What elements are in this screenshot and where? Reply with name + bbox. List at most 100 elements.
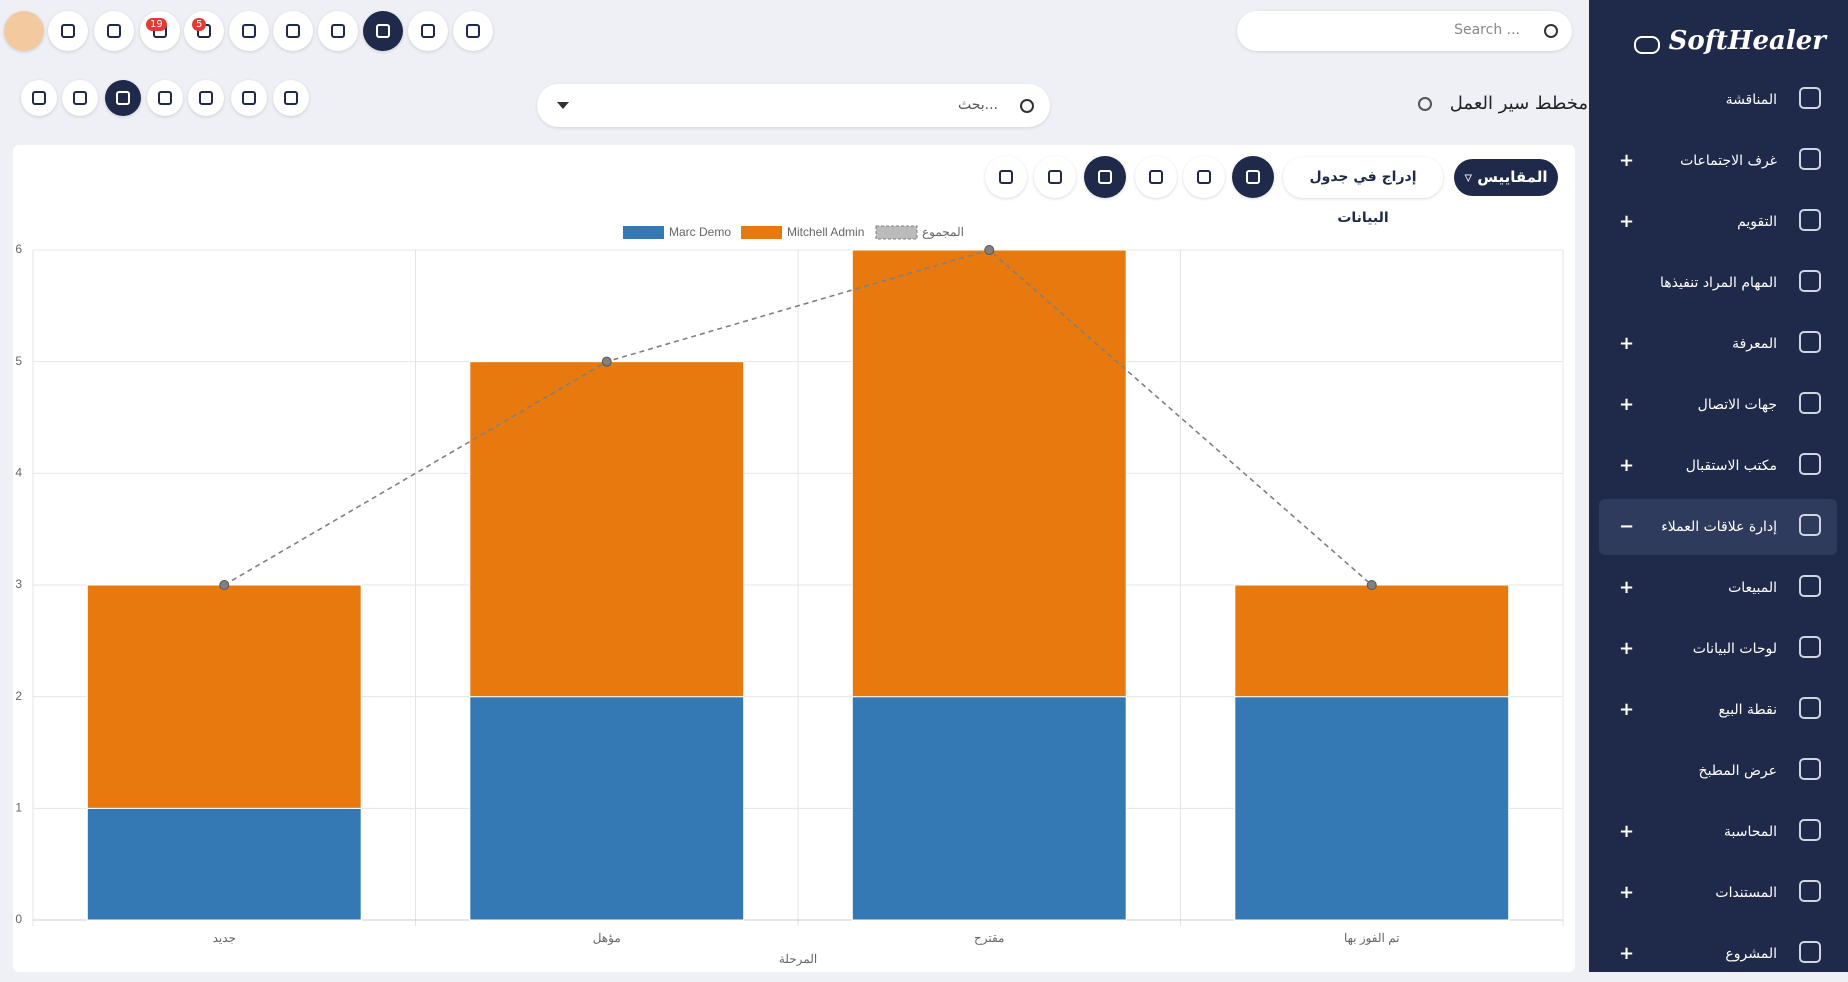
expand-icon: + (1619, 211, 1635, 232)
legend-swatch (875, 225, 918, 240)
measures-button[interactable]: المقاييس ▿ (1454, 159, 1558, 196)
systray-icon[interactable] (318, 11, 358, 51)
view-button[interactable] (21, 80, 57, 116)
legend-label: Marc Demo (669, 225, 731, 239)
menu-item[interactable]: المستندات + (1599, 865, 1837, 921)
chart-tool-button[interactable] (1034, 156, 1076, 198)
chart-tool-button[interactable] (1183, 156, 1225, 198)
menu-item[interactable]: المهام المراد تنفيذها (1599, 255, 1837, 311)
legend-label: Mitchell Admin (787, 225, 864, 239)
menu-item[interactable]: المبيعات + (1599, 560, 1837, 616)
legend-swatch (623, 226, 664, 239)
menu-icon (1799, 575, 1821, 597)
systray-icon[interactable] (184, 11, 224, 51)
menu-label: مكتب الاستقبال (1685, 458, 1777, 474)
menu-icon (1799, 331, 1821, 353)
avatar[interactable] (4, 11, 44, 51)
icon-glyph (376, 24, 390, 38)
x-tick-label: تم الفوز بها (1344, 931, 1400, 945)
x-tick-label: جديد (213, 931, 236, 945)
x-tick-label: مقترح (974, 931, 1005, 945)
systray-icon[interactable] (48, 11, 88, 51)
icon-glyph (1048, 170, 1062, 184)
menu-item[interactable]: غرف الاجتماعات + (1599, 133, 1837, 189)
menu-label: المعرفة (1732, 336, 1777, 352)
menu-label: عرض المطبخ (1698, 763, 1777, 779)
y-tick-label: 0 (15, 912, 22, 926)
menu-item[interactable]: إدارة علاقات العملاء − (1599, 499, 1837, 555)
bar (86, 807, 362, 921)
menu-label: إدارة علاقات العملاء (1661, 519, 1777, 535)
menu-label: لوحات البيانات (1692, 641, 1777, 657)
menu-label: غرف الاجتماعات (1680, 153, 1777, 169)
bar (851, 696, 1127, 921)
chart-tool-button[interactable] (1232, 156, 1274, 198)
icon-glyph (199, 91, 213, 105)
menu-item[interactable]: جهات الاتصال + (1599, 377, 1837, 433)
global-search[interactable]: Search ... (1237, 11, 1572, 51)
icon-glyph (331, 24, 345, 38)
menu-item[interactable]: عرض المطبخ (1599, 743, 1837, 799)
expand-icon: + (1619, 577, 1635, 598)
menu-label: المشروع (1725, 946, 1777, 962)
menu-item[interactable]: نقطة البيع + (1599, 682, 1837, 738)
chart-tool-button[interactable] (1084, 156, 1126, 198)
notification-badge: 19 (146, 18, 167, 31)
view-button[interactable] (188, 80, 224, 116)
view-button[interactable] (105, 80, 141, 116)
x-tick-label: مؤهل (593, 931, 621, 945)
settings-icon[interactable] (1418, 97, 1432, 111)
total-line (223, 249, 1373, 586)
menu-item[interactable]: مكتب الاستقبال + (1599, 438, 1837, 494)
menu-icon (1799, 392, 1821, 414)
view-button[interactable] (147, 80, 183, 116)
systray-icon[interactable] (363, 11, 403, 51)
bar (851, 249, 1127, 698)
view-button[interactable] (62, 80, 98, 116)
icon-glyph (286, 24, 300, 38)
systray-icon[interactable] (273, 11, 313, 51)
menu-item[interactable]: المحاسبة + (1599, 804, 1837, 860)
x-axis-label: المرحلة (779, 952, 817, 966)
menu-label: المستندات (1715, 885, 1777, 901)
icon-glyph (1098, 170, 1112, 184)
systray-icon[interactable] (229, 11, 269, 51)
menu-icon (1799, 758, 1821, 780)
menu-icon (1799, 514, 1821, 536)
menu-item[interactable]: المشروع + (1599, 926, 1837, 982)
chart-tool-button[interactable] (1135, 156, 1177, 198)
sidebar-toggle[interactable] (1634, 36, 1660, 54)
view-search[interactable]: بحث... (537, 84, 1050, 127)
icon-glyph (421, 24, 435, 38)
menu-item[interactable]: لوحات البيانات + (1599, 621, 1837, 677)
insert-spreadsheet-button[interactable]: إدراج في جدول البيانات (1283, 157, 1443, 226)
systray-icon[interactable] (94, 11, 134, 51)
y-tick-label: 1 (15, 801, 22, 815)
menu-item[interactable]: المعرفة + (1599, 316, 1837, 372)
icon-glyph (73, 91, 87, 105)
menu-icon (1799, 87, 1821, 109)
total-point (601, 356, 612, 367)
menu-label: نقطة البيع (1718, 702, 1777, 718)
view-button[interactable] (273, 80, 309, 116)
menu-label: التقويم (1737, 214, 1777, 230)
bar (86, 584, 362, 809)
icon-glyph (1246, 170, 1260, 184)
menu-icon (1799, 819, 1821, 841)
icon-glyph (32, 91, 46, 105)
view-button[interactable] (231, 80, 267, 116)
icon-glyph (242, 91, 256, 105)
menu-icon (1799, 209, 1821, 231)
bar (1234, 584, 1510, 698)
menu-item[interactable]: التقويم + (1599, 194, 1837, 250)
systray-icon[interactable] (408, 11, 448, 51)
measures-label: المقاييس (1477, 168, 1548, 186)
chart: المرحلة 0 1 2 3 4 5 6 جديد مؤهل مقترح تم الفوز بها… (15, 225, 1564, 966)
filter-toggle[interactable] (557, 102, 569, 115)
menu-item[interactable]: المناقشة (1599, 72, 1837, 128)
systray-icon[interactable] (453, 11, 493, 51)
systray-icon[interactable] (140, 11, 180, 51)
chart-tool-button[interactable] (985, 156, 1027, 198)
